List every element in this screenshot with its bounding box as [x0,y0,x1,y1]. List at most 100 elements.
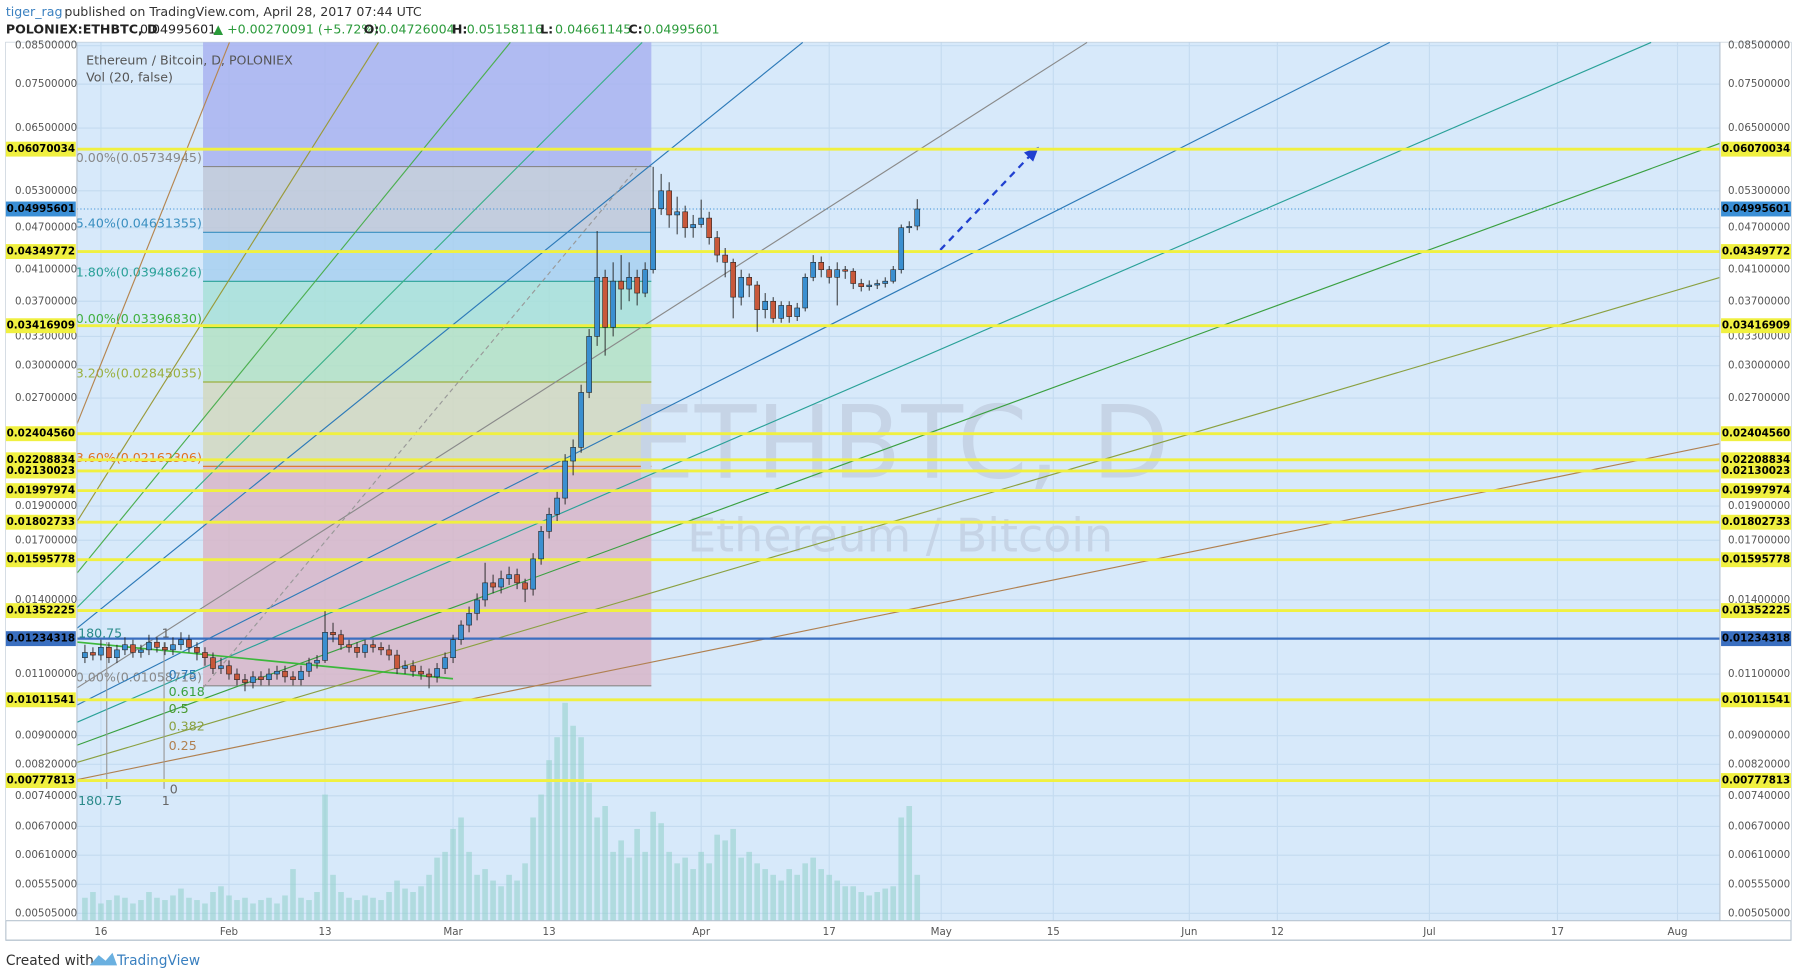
level-label: 0.06070034 [1722,143,1790,155]
level-label: 0.01234318 [7,633,75,645]
y-tick-label: 0.01400000 [15,594,77,606]
level-tag [5,483,76,499]
brand[interactable]: TradingView [116,953,200,969]
volume-bar [834,880,841,921]
y-tick-label: 0.01900000 [15,500,77,512]
published: published on TradingView.com, April 28, … [64,4,422,19]
volume-bar [202,903,208,921]
volume-bar [602,806,608,921]
level-tag [1721,463,1792,479]
level-label: 0.06070034 [7,143,75,155]
volume-bar [914,874,921,921]
candle-body [722,254,728,263]
volume-bar [722,840,728,921]
y-tick-label: 0.04100000 [15,264,77,276]
candle-body [898,227,905,271]
candle-body [106,647,112,659]
candle-body [738,277,744,298]
candle-body [874,283,881,286]
volume-bar [82,897,88,921]
candle-body [250,676,256,683]
candle-body [594,277,600,337]
volume-bar [754,863,760,921]
volume-bar [442,851,448,921]
candle-body [194,647,200,653]
candle-body [570,447,576,462]
candle-body [746,277,752,286]
candle-body [82,652,88,659]
volume-bar [98,903,104,921]
candle-body [234,673,240,680]
level-tag [1721,603,1792,619]
volume-bar [802,863,808,921]
volume-bar [570,725,576,921]
level-tag [5,514,76,530]
y-tick-label: 0.08500000 [1728,40,1790,52]
candle-body [370,644,376,648]
y-tick-label: 0.05300000 [15,185,77,197]
fib-trend-line [202,168,637,689]
y-tick-label: 0.01100000 [1728,668,1790,680]
candle-body [154,641,160,648]
levels [76,147,1720,782]
volume-bar [242,897,248,921]
level-tag [1721,631,1792,647]
y-tick-label: 0.00505000 [1728,907,1790,919]
volume-bar [690,869,696,921]
y-tick-label: 0.00555000 [15,878,77,890]
volume-bar [682,857,688,921]
y-tick-label: 0.00670000 [1728,820,1790,832]
fib-label: 1.80%(0.03948626) [76,265,202,280]
axes: 0.08500000 0.08500000 0.07500000 0.07500000… [15,40,1790,938]
volume-bar [610,851,616,921]
volume-bar [490,880,496,921]
y-tick-label: 0.00610000 [1728,849,1790,861]
candle-body [634,277,640,294]
level-tag [5,603,76,619]
ohlc-key: C: [628,21,642,36]
y-tick-label: 0.00900000 [15,730,77,742]
y-tick-label: 0.00820000 [15,758,77,770]
fan-line [76,42,511,574]
created-with: Created with [6,953,94,969]
fib-band [203,281,652,328]
candle-body [754,284,760,310]
author[interactable]: tiger_rag [6,4,63,19]
y-tick-label: 0.02700000 [1728,392,1790,404]
level-label: 0.01352225 [7,605,75,617]
candle-body [354,647,360,653]
fib-label: 0.00%(0.05734945) [76,150,202,165]
volume-bar [706,863,712,921]
volume-bar [898,817,905,921]
level-label: 0.04349772 [7,246,75,258]
volume-bar [194,900,200,921]
x-tick-label: 13 [318,926,331,938]
level-tag [1721,426,1792,442]
volume-bar [402,888,408,921]
candle-body [442,657,448,669]
candle-body [498,578,504,588]
volume-bar [314,892,320,921]
candle-body [330,632,336,636]
volume-bar [210,892,216,921]
candle-body [298,670,304,680]
level-label: 0.03416909 [7,320,75,332]
candle-body [602,277,608,328]
level-tag [5,692,76,708]
candle-body [322,632,328,661]
candle-body [466,613,472,626]
y-tick-label: 0.04100000 [1728,264,1790,276]
candle-body [890,269,897,282]
volume-bar [578,737,584,921]
volume-bar [474,874,480,921]
volume-bar [130,903,136,921]
candle-body [290,676,296,680]
level-label: 0.01595778 [7,554,75,566]
level-labels: 0.06070034 0.06070034 0.04349772 0.04349772… [5,141,1792,788]
candle-body [146,641,152,651]
level-tag [5,773,76,788]
volume-bar [138,900,144,921]
volume-bar [594,817,600,921]
level-tag [1721,552,1792,568]
candle-body [762,300,768,310]
